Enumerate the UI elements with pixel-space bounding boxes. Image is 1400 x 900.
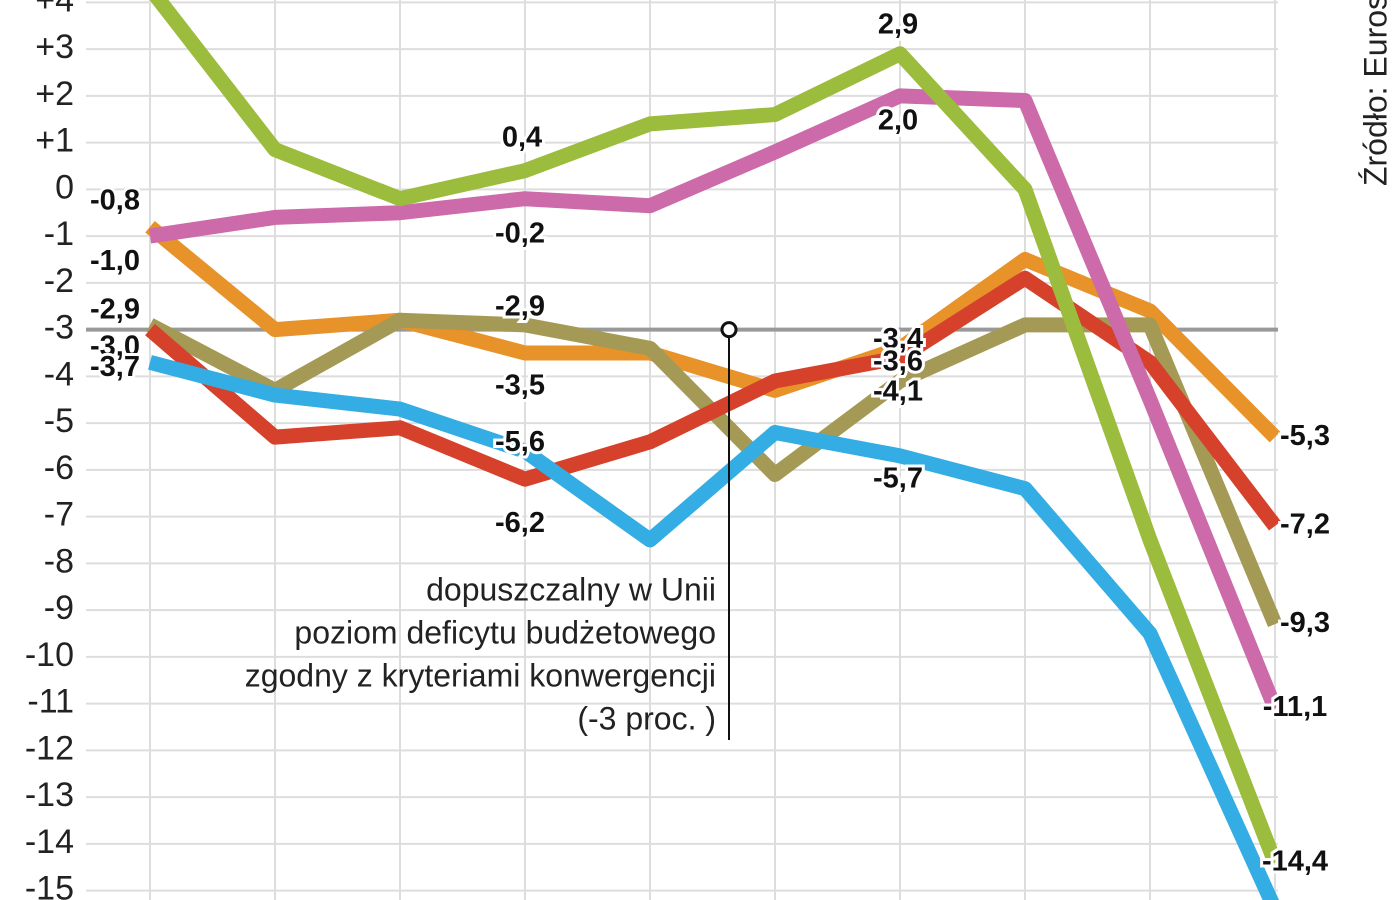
annotation: poziom deficytu budżetowego (294, 614, 716, 650)
y-tick-label: +3 (35, 28, 74, 66)
y-tick-label: -13 (25, 776, 74, 814)
annotation: dopuszczalny w Unii (426, 571, 716, 607)
labels: dopuszczalny w Unii poziom deficytu budże… (87, 5, 1333, 880)
y-tick-label: -15 (25, 870, 74, 900)
y-tick-label: -10 (25, 636, 74, 674)
annotation: zgodny z kryteriami konwergencji (245, 657, 716, 693)
data-label: -2,9 (495, 291, 545, 323)
source: Źródło: Euros (1357, 0, 1393, 186)
lines (145, 0, 1282, 900)
annotation: (-3 proc. ) (577, 700, 716, 736)
series-line (148, 355, 1279, 900)
data-label: -11,1 (1263, 691, 1328, 723)
data-label: -3,0 (90, 330, 140, 362)
data-label: -6,2 (495, 507, 545, 539)
data-label: -0,8 (90, 184, 140, 216)
y-tick-label: -12 (25, 729, 74, 767)
y-tick-label: -14 (25, 823, 74, 861)
series-line (149, 0, 1282, 866)
y-tick-label: -7 (44, 496, 74, 534)
data-label: -7,2 (1280, 509, 1330, 541)
y-tick-label: -5 (44, 402, 74, 440)
series-line (145, 220, 1281, 443)
y-tick-label: -3 (44, 309, 74, 347)
y-tick-label: +2 (35, 75, 74, 113)
y-tick-label: -2 (44, 262, 74, 300)
data-label: -3,6 (873, 345, 923, 377)
y-tick-label: +1 (35, 122, 74, 160)
data-label: -5,6 (495, 426, 545, 458)
data-label: -5,7 (873, 463, 923, 495)
data-label: 0,4 (502, 121, 542, 153)
y-tick-label: -4 (44, 355, 74, 393)
data-label: -14,4 (1262, 845, 1328, 877)
data-label: -4,1 (873, 376, 923, 408)
series-line (145, 270, 1281, 531)
data-label: -0,2 (495, 217, 545, 249)
y-tick-label: +4 (35, 0, 74, 19)
data-label: -3,7 (90, 351, 140, 383)
data-label: -3,4 (873, 323, 923, 355)
y-tick-label: -6 (44, 449, 74, 487)
y-tick-label: -1 (44, 215, 74, 253)
data-label: 2,9 (878, 8, 918, 40)
grid: +4 +3 +2 +1 0 -1 -2 -3 -4 -5 -6 -7 -8 -9 -10 -11 -12 -13 -… (25, 0, 1278, 900)
data-label: 2,0 (878, 105, 918, 137)
y-tick-label: -11 (27, 683, 74, 721)
y-tick-label: -8 (44, 542, 74, 580)
callout-dot (720, 321, 738, 339)
data-label: -9,3 (1280, 607, 1330, 639)
data-label: -1,0 (90, 245, 140, 277)
series-line (148, 88, 1282, 712)
y-tick-label: -9 (44, 589, 74, 627)
data-label: -2,9 (90, 294, 140, 326)
data-label: -5,3 (1280, 420, 1330, 452)
y-tick-label: 0 (55, 168, 74, 206)
data-label: -3,5 (495, 370, 545, 402)
